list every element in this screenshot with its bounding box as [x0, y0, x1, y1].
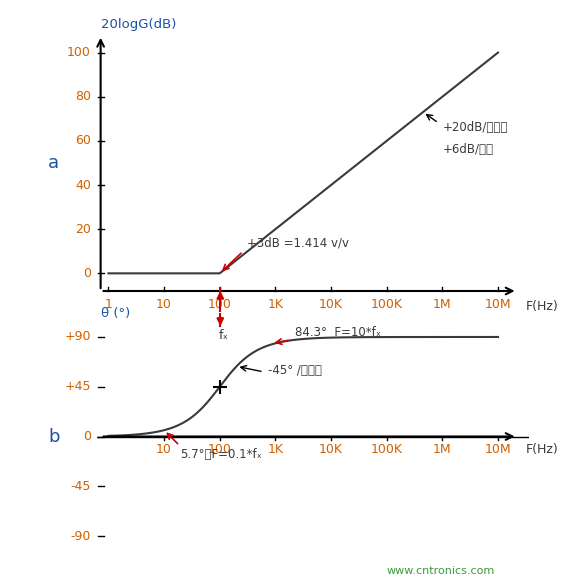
Text: 80: 80: [75, 90, 91, 103]
Text: 5.7°，F=0.1*fₓ: 5.7°，F=0.1*fₓ: [180, 448, 262, 461]
Text: 100: 100: [208, 443, 232, 456]
Text: 1K: 1K: [267, 297, 283, 311]
Text: -45° /十倍频: -45° /十倍频: [267, 364, 321, 377]
Text: 10M: 10M: [485, 297, 512, 311]
Text: 1K: 1K: [267, 443, 283, 456]
Text: 1: 1: [105, 297, 112, 311]
Text: F(Hz): F(Hz): [525, 443, 558, 456]
Text: www.cntronics.com: www.cntronics.com: [387, 566, 495, 576]
Text: 10M: 10M: [485, 443, 512, 456]
Text: 84.3°  F=10*fₓ: 84.3° F=10*fₓ: [295, 326, 381, 339]
Text: fₓ: fₓ: [218, 329, 229, 342]
Text: 1M: 1M: [433, 443, 452, 456]
Text: 100K: 100K: [370, 297, 403, 311]
Text: F(Hz): F(Hz): [525, 300, 558, 313]
Text: 0: 0: [83, 267, 91, 280]
Text: 1M: 1M: [433, 297, 452, 311]
Text: +20dB/十倍频: +20dB/十倍频: [443, 121, 508, 134]
Text: 40: 40: [75, 179, 91, 191]
Text: θ (°): θ (°): [101, 307, 130, 320]
Text: 100: 100: [208, 297, 232, 311]
Text: +45: +45: [64, 380, 91, 393]
Text: 10K: 10K: [319, 443, 343, 456]
Text: 10K: 10K: [319, 297, 343, 311]
Text: +6dB/倍频: +6dB/倍频: [443, 143, 493, 156]
Text: 10: 10: [156, 443, 172, 456]
Text: 20: 20: [75, 223, 91, 236]
Text: b: b: [48, 428, 60, 445]
Text: 60: 60: [75, 134, 91, 147]
Text: -45: -45: [71, 480, 91, 493]
Text: +90: +90: [64, 331, 91, 343]
Text: a: a: [48, 154, 59, 172]
Text: 0: 0: [83, 430, 91, 443]
Text: +3dB =1.414 v/v: +3dB =1.414 v/v: [247, 236, 349, 249]
Text: 20logG(dB): 20logG(dB): [101, 17, 176, 30]
Text: 100: 100: [67, 46, 91, 59]
Text: -90: -90: [71, 530, 91, 542]
Text: 100K: 100K: [370, 443, 403, 456]
Text: 10: 10: [156, 297, 172, 311]
